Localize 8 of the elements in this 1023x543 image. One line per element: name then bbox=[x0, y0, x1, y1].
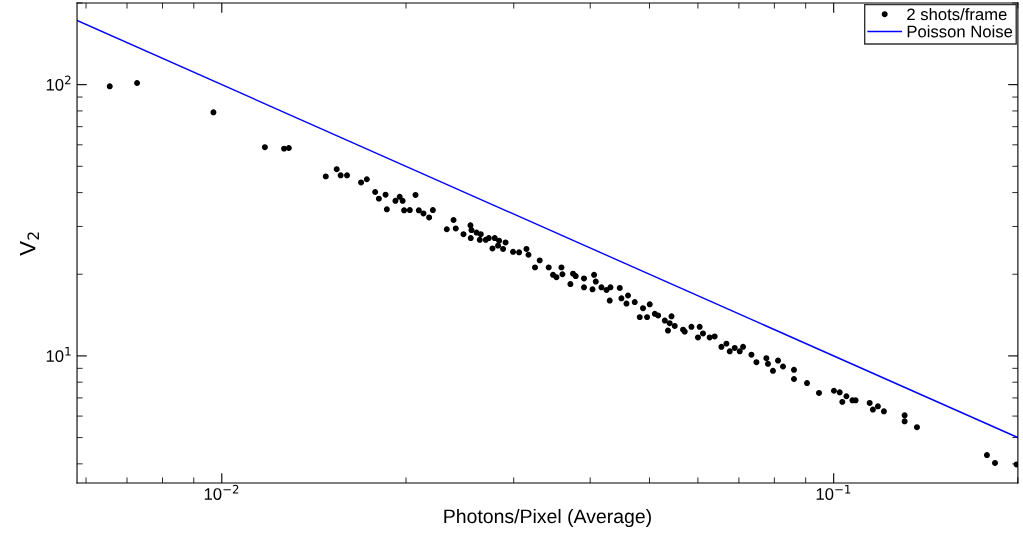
y-tick-label: 10$^{1}$ bbox=[46, 346, 71, 362]
x-axis-title: Photons/Pixel (Average) bbox=[444, 508, 651, 528]
x-tick-label: 10$^{−2}$ bbox=[204, 484, 239, 500]
x-tick-label: 10$^{−1}$ bbox=[816, 484, 851, 500]
legend-label: 2 shots/frame bbox=[907, 7, 1007, 21]
y-axis-title: V$_{2}$ bbox=[20, 232, 39, 256]
y-tick-label: 10$^{2}$ bbox=[46, 75, 71, 91]
legend-label: Poisson Noise bbox=[907, 25, 1013, 38]
